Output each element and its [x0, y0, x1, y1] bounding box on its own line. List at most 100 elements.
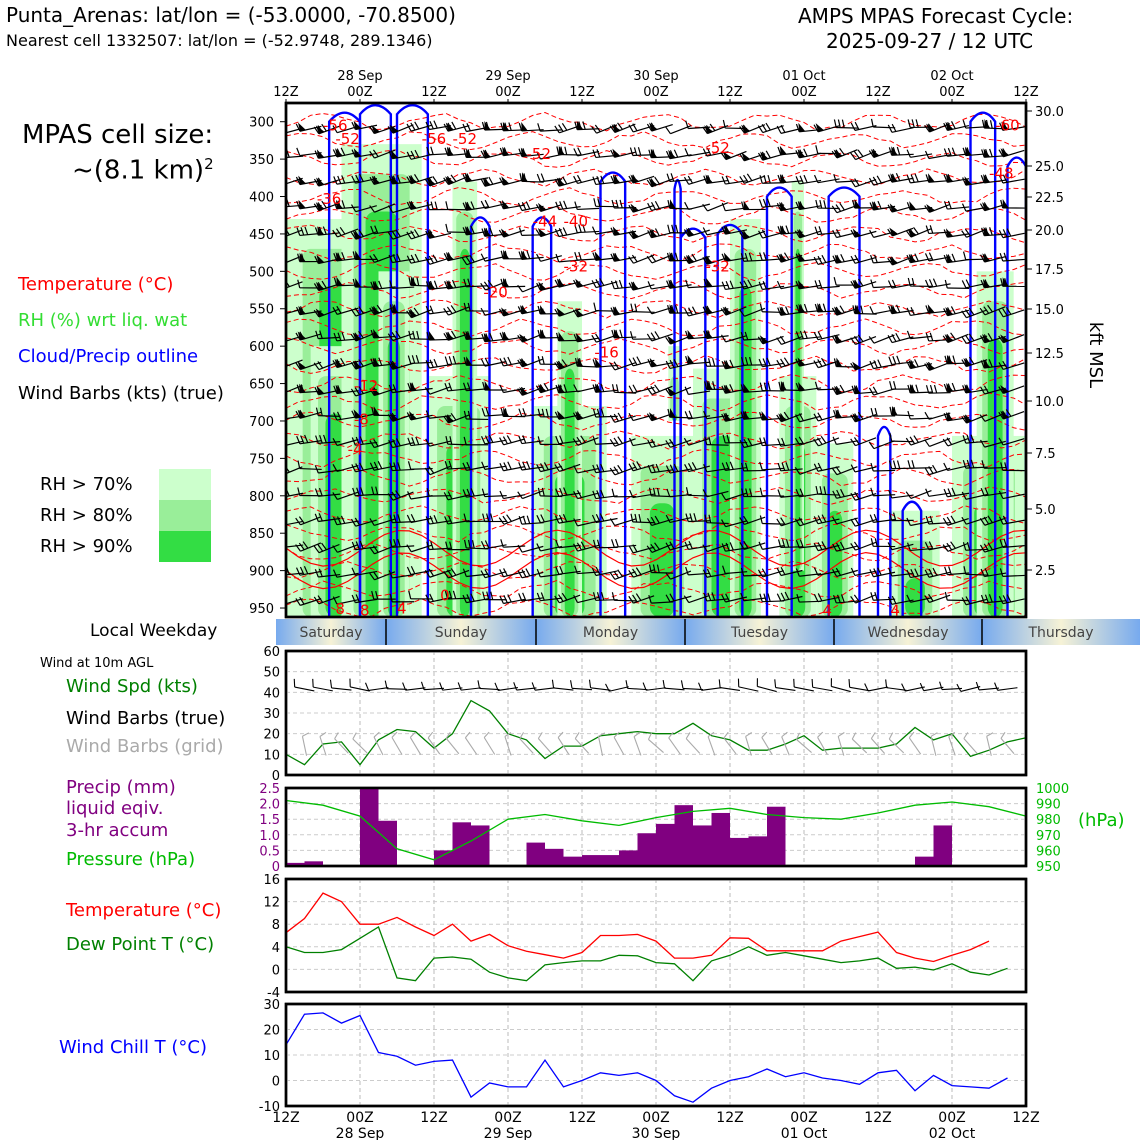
barb-staff	[891, 572, 914, 577]
barb-staff	[817, 570, 840, 576]
barb-feather	[905, 437, 912, 446]
barb-staff	[870, 738, 886, 754]
wind-barb	[518, 461, 544, 471]
wind-barb	[286, 359, 303, 369]
barb-feather	[815, 145, 819, 154]
barb-feather	[536, 514, 541, 523]
temperature-contour-label: 0	[440, 587, 450, 605]
barb-pennant	[945, 411, 954, 421]
barb-feather	[333, 385, 338, 394]
temperature-contour-label: -52	[705, 139, 730, 157]
wind-barb	[370, 328, 396, 339]
wind-barb	[814, 226, 840, 236]
barb-feather	[600, 383, 605, 392]
barb-pennant	[521, 121, 528, 131]
cell-size-label: MPAS cell size:	[22, 120, 214, 150]
barb-feather	[851, 385, 856, 394]
barb-feather	[980, 360, 985, 369]
barb-feather	[758, 199, 763, 208]
barb-feather	[819, 199, 823, 209]
barb-feather	[592, 490, 597, 499]
barb-feather	[720, 334, 727, 343]
barb-feather	[685, 355, 689, 365]
barb-feather	[725, 542, 730, 551]
barb-feather	[499, 569, 505, 577]
barb-feather	[979, 203, 986, 212]
wind-barb	[814, 279, 840, 289]
barb-feather	[406, 201, 412, 210]
barb-feather	[850, 414, 856, 423]
barb-feather	[906, 254, 911, 263]
wind-barb	[906, 253, 933, 264]
barb-feather	[803, 148, 808, 157]
barb-feather	[406, 544, 412, 553]
barb-feather	[776, 337, 782, 345]
barb-feather	[962, 251, 967, 260]
barb-feather	[410, 254, 416, 263]
barb-pennant	[371, 175, 380, 185]
barb-feather	[628, 175, 634, 184]
barb-feather	[924, 411, 930, 420]
wind-barb	[499, 199, 526, 210]
wind-barb	[609, 569, 636, 580]
wind-barb	[868, 386, 895, 396]
barb-feather	[780, 124, 786, 133]
wind-barb	[833, 174, 859, 183]
temperature-contour	[286, 373, 1026, 394]
barb-feather	[424, 178, 431, 187]
barb-feather	[942, 544, 949, 552]
barb-pennant	[984, 118, 991, 129]
wind-barb	[369, 253, 396, 264]
barb-pennant	[464, 201, 473, 211]
barb-feather	[684, 463, 690, 472]
barb-feather	[703, 175, 708, 184]
barb-pennant	[372, 357, 380, 367]
barb-feather	[966, 541, 971, 551]
barb-feather	[888, 568, 893, 577]
barb-staff	[461, 687, 481, 691]
true-wind-barb	[588, 679, 611, 691]
barb-feather	[892, 460, 897, 469]
barb-staff	[540, 153, 563, 160]
wind-barb	[332, 305, 359, 315]
barb-staff	[633, 204, 655, 213]
barb-feather	[722, 565, 726, 574]
temperature-contour	[286, 448, 1026, 468]
barb-pennant	[778, 253, 787, 263]
barb-feather	[943, 488, 948, 497]
wind-barb	[777, 462, 803, 472]
y-tick-label: 10	[263, 748, 280, 763]
barb-feather	[576, 542, 582, 551]
barb-feather	[758, 541, 763, 550]
barb-feather	[462, 202, 467, 211]
barb-staff	[738, 686, 759, 692]
barb-pennant	[854, 384, 861, 394]
barb-feather	[540, 463, 545, 471]
barb-feather	[759, 382, 763, 391]
barb-staff	[301, 736, 308, 756]
temperature-contour	[286, 186, 1026, 207]
barb-feather	[351, 121, 356, 130]
barb-feather	[425, 305, 430, 315]
bottom-hour-label: 00Z	[494, 1110, 521, 1126]
legend-precip-2: liquid eqiv.	[66, 798, 164, 819]
barb-feather	[998, 229, 1004, 238]
barb-pennant	[501, 199, 510, 209]
barb-staff	[725, 571, 748, 575]
top-hour-label: 12Z	[717, 85, 743, 100]
barb-feather	[299, 566, 305, 575]
barb-feather	[372, 571, 379, 579]
barb-feather	[868, 387, 875, 396]
barb-feather	[518, 408, 523, 417]
barb-feather	[298, 542, 305, 551]
barb-pennant	[298, 305, 306, 315]
barb-feather	[466, 488, 471, 497]
barb-feather	[795, 568, 800, 577]
barb-feather	[1002, 308, 1008, 316]
wind-barb	[999, 252, 1025, 262]
wind-barb	[555, 435, 581, 445]
barb-feather	[759, 487, 763, 496]
barb-pennant	[963, 414, 973, 424]
barb-feather	[630, 513, 634, 523]
barb-feather	[835, 567, 841, 576]
